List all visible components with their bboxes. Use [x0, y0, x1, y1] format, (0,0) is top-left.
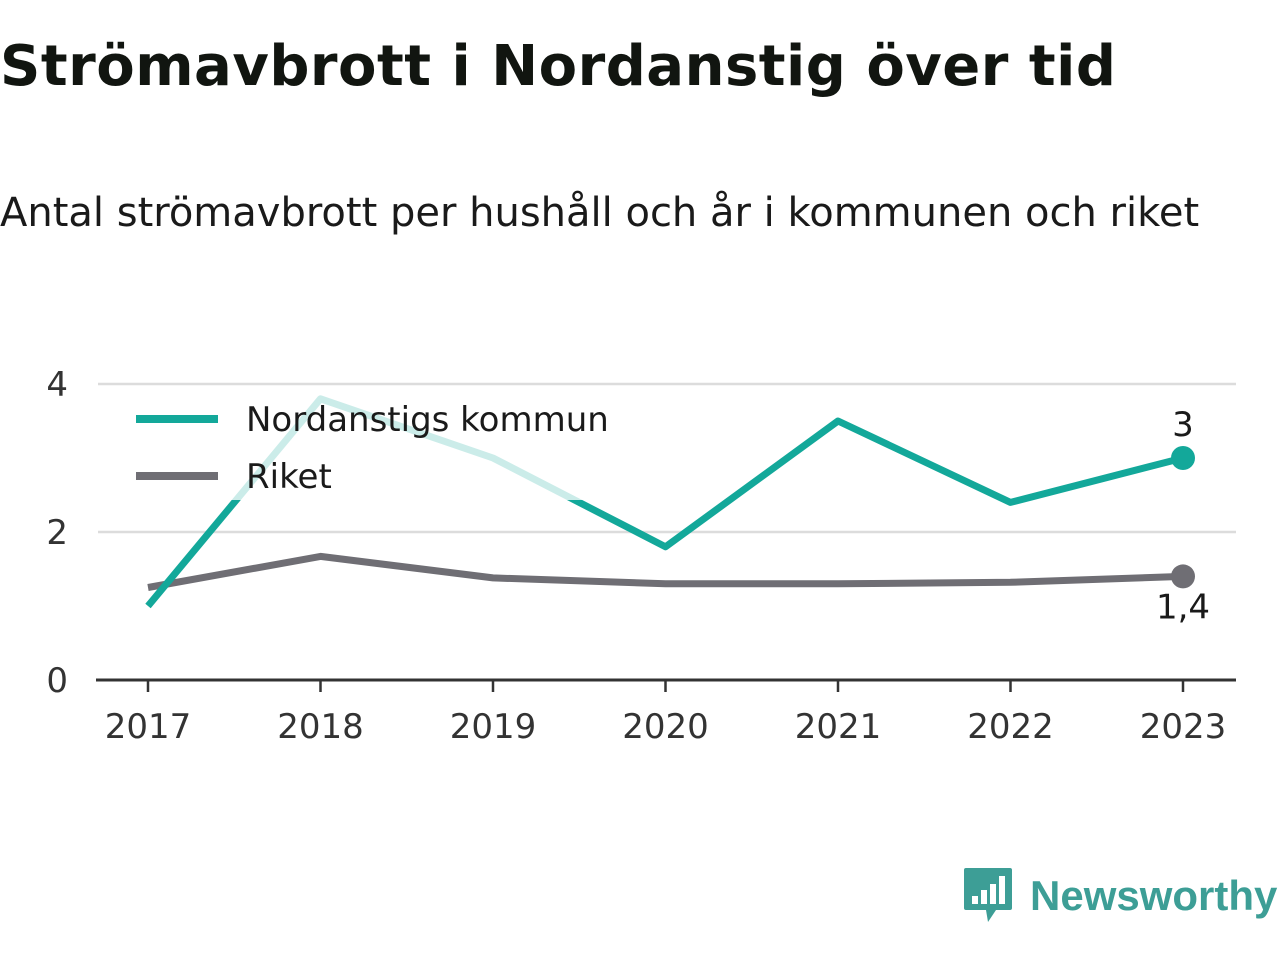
y-tick-label-4: 4 [46, 365, 68, 405]
chart-subtitle: Antal strömavbrott per hushåll och år i … [0, 190, 1200, 236]
x-tick-label-2021: 2021 [795, 707, 882, 747]
legend-label-0: Nordanstigs kommun [246, 400, 609, 440]
chart-title: Strömavbrott i Nordanstig över tid [0, 34, 1117, 99]
legend: Nordanstigs kommun Riket [136, 400, 609, 497]
bar-chart-speech-bubble-icon [964, 868, 1012, 922]
y-tick-label-0: 0 [46, 661, 68, 701]
series-line-1 [147, 552, 1184, 591]
y-axis-ticks: 0 2 4 [46, 365, 68, 701]
end-marker-0 [1171, 446, 1195, 470]
end-markers: 31,4 [1156, 405, 1210, 627]
x-tick-label-2018: 2018 [277, 707, 364, 747]
end-marker-1 [1171, 564, 1195, 589]
y-tick-label-2: 2 [46, 513, 68, 553]
x-tick-label-2017: 2017 [105, 707, 192, 747]
x-tick-label-2019: 2019 [450, 707, 537, 747]
x-tick-label-2023: 2023 [1140, 707, 1227, 747]
brand-name: Newsworthy [1030, 872, 1278, 919]
x-tick-label-2022: 2022 [967, 707, 1054, 747]
newsworthy-logo: Newsworthy [962, 864, 1277, 928]
legend-background [128, 386, 646, 500]
end-value-label-0: 3 [1172, 405, 1194, 445]
x-tick-label-2020: 2020 [622, 707, 709, 747]
end-value-label-1: 1,4 [1156, 587, 1210, 627]
legend-box [128, 386, 646, 500]
legend-label-1: Riket [246, 457, 332, 497]
x-axis-ticks: 2017 2018 2019 2020 2021 2022 2023 [105, 680, 1227, 747]
